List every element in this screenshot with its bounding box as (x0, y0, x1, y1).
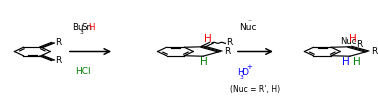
Text: +: + (246, 64, 253, 70)
Text: R: R (55, 56, 62, 65)
Text: H: H (204, 34, 212, 44)
Text: H: H (200, 57, 208, 67)
Text: R: R (224, 47, 230, 56)
Text: 3: 3 (240, 75, 243, 80)
Text: H: H (88, 23, 95, 32)
Text: R: R (55, 38, 62, 47)
Text: (Nuc = R’, H): (Nuc = R’, H) (231, 85, 280, 94)
Text: H: H (353, 57, 360, 67)
Text: R: R (226, 38, 232, 47)
Text: 3: 3 (80, 30, 84, 35)
Text: Bu: Bu (72, 23, 84, 32)
Text: R: R (371, 47, 377, 56)
Text: Nuc: Nuc (341, 37, 357, 46)
Text: ⁻: ⁻ (248, 18, 252, 27)
Text: O: O (242, 68, 249, 77)
Text: Nuc: Nuc (239, 23, 256, 32)
Text: H: H (237, 68, 243, 77)
Text: R: R (356, 40, 363, 49)
Text: HCl: HCl (75, 67, 91, 76)
Text: H: H (349, 34, 357, 44)
Text: H: H (341, 57, 349, 67)
Text: Sn: Sn (82, 23, 93, 32)
